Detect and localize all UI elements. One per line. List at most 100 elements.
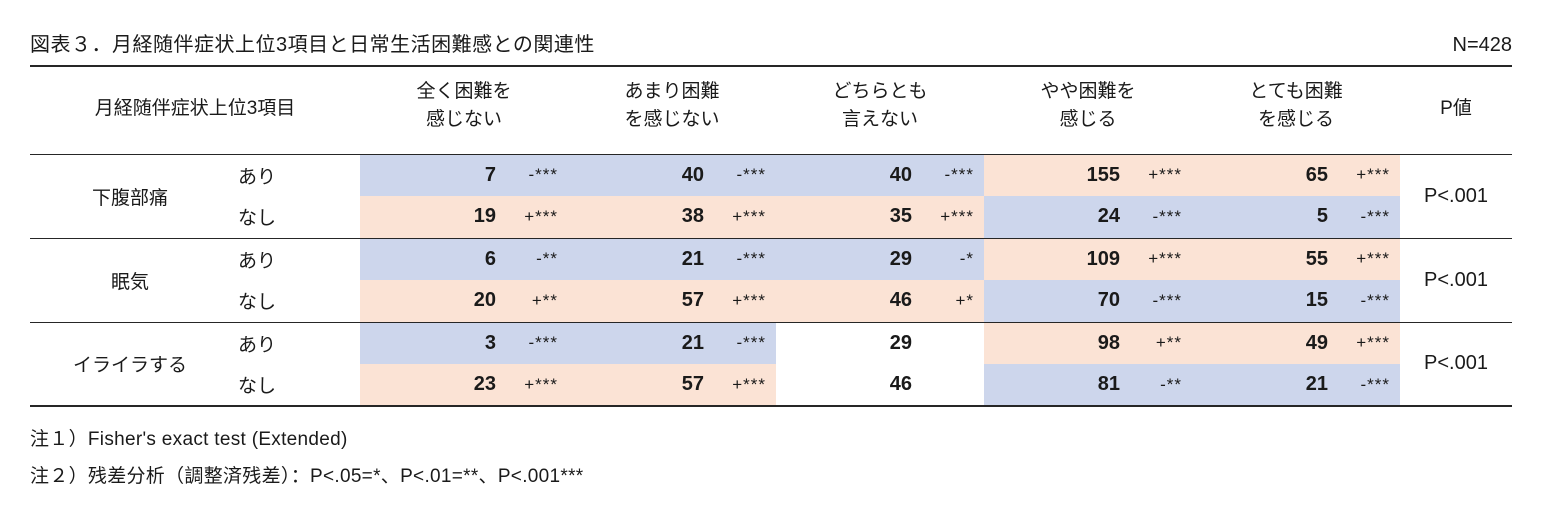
cell-count: 55: [1305, 247, 1329, 270]
cell-count: 40: [681, 163, 705, 186]
table-row: なし 20 +** 57 +*** 46 +* 70 -*** 15 -***: [30, 280, 1512, 322]
value-cell: 24 -***: [984, 196, 1193, 238]
sample-size: N=428: [1452, 34, 1513, 56]
value-cell: 70 -***: [984, 280, 1193, 322]
cell-count: 38: [681, 205, 705, 228]
symptom-label: 眠気: [30, 237, 230, 322]
header-row: 月経随伴症状上位3項目 全く困難を 感じない あまり困難 を感じない どちらとも…: [30, 66, 1513, 155]
table-row: なし 19 +*** 38 +*** 35 +*** 24 -*** 5 -***: [30, 196, 1512, 238]
figure-header: 図表３．月経随伴症状上位3項目と日常生活困難感との関連性 N=428: [30, 28, 1512, 57]
column-header-category-4: やや困難を 感じる: [984, 66, 1193, 155]
value-cell: 49 +***: [1192, 321, 1401, 364]
table-row: なし 23 +*** 57 +*** 46 81 -** 21 -***: [30, 364, 1512, 406]
cell-residual-mark: +**: [531, 290, 559, 310]
cell-residual-mark: -***: [528, 333, 559, 353]
cell-residual-mark: -***: [736, 249, 767, 269]
value-cell: 29: [776, 321, 985, 364]
cell-residual-mark: +***: [1148, 165, 1183, 185]
cell-count: 57: [681, 289, 705, 312]
value-cell: 20 +**: [360, 280, 569, 322]
cell-count: 35: [889, 205, 913, 228]
cell-residual-mark: -*: [959, 249, 975, 269]
value-cell: 19 +***: [360, 196, 569, 238]
table-row: 眠気 あり 6 -** 21 -*** 29 -* 109 +*** 55 +*** P<…: [30, 237, 1513, 322]
value-cell: 35 +***: [776, 196, 985, 238]
cell-count: 21: [1305, 373, 1329, 396]
symptom-label: イライラする: [30, 321, 230, 406]
cell-residual-mark: +***: [732, 206, 767, 226]
value-cell: 57 +***: [568, 364, 777, 406]
p-value: P<.001: [1400, 153, 1513, 238]
cell-residual-mark: +*: [955, 290, 975, 310]
column-header-category-1: 全く困難を 感じない: [360, 66, 569, 155]
cell-residual-mark: +***: [1148, 249, 1183, 269]
symptom-group-sleepiness: 眠気 あり 6 -** 21 -*** 29 -* 109 +*** 55 +*** P<…: [30, 237, 1513, 322]
cell-count: 65: [1305, 163, 1329, 186]
cell-residual-mark: +***: [732, 374, 767, 394]
value-cell: 46: [776, 364, 984, 406]
cell-count: 98: [1097, 331, 1121, 354]
cell-count: 109: [1086, 247, 1121, 270]
symptom-group-abdominal-pain: 下腹部痛 あり 7 -*** 40 -*** 40 -*** 155 +*** 65 +*…: [30, 153, 1513, 238]
column-header-category-3: どちらとも 言えない: [776, 66, 985, 155]
presence-label: なし: [238, 376, 277, 397]
value-cell: 155 +***: [984, 153, 1193, 196]
p-value: P<.001: [1400, 237, 1513, 322]
cell-count: 21: [681, 247, 705, 270]
presence-label: あり: [230, 237, 361, 280]
presence-label: あり: [230, 321, 361, 364]
cell-count: 29: [889, 247, 913, 270]
presence-label: あり: [230, 153, 361, 196]
presence-label: なし: [238, 292, 277, 314]
value-cell: 29 -*: [776, 237, 985, 280]
note-residual-analysis: 注２）残差分析（調整済残差）：P<.05=*、P<.01=**、P<.001**…: [30, 466, 584, 487]
cell-residual-mark: +***: [1356, 333, 1391, 353]
cell-count: 15: [1305, 289, 1329, 312]
cell-residual-mark: +***: [1356, 165, 1391, 185]
footnotes: 注１）Fisher's exact test (Extended) 注２）残差分…: [30, 421, 1567, 495]
cell-count: 155: [1086, 163, 1121, 186]
value-cell: 46 +*: [776, 280, 985, 322]
cell-count: 7: [484, 163, 497, 186]
value-cell: 6 -**: [360, 237, 569, 280]
figure-page: 図表３．月経随伴症状上位3項目と日常生活困難感との関連性 N=428 月経随伴症…: [30, 28, 1567, 495]
symptom-label: 下腹部痛: [30, 153, 230, 238]
p-value: P<.001: [1400, 321, 1513, 406]
cell-count: 46: [889, 289, 913, 312]
value-cell: 40 -***: [776, 153, 985, 196]
cell-residual-mark: +***: [524, 206, 559, 226]
value-cell: 40 -***: [568, 153, 777, 196]
cell-residual-mark: -***: [528, 165, 559, 185]
cell-count: 57: [681, 373, 705, 396]
value-cell: 57 +***: [568, 280, 777, 322]
value-cell: 15 -***: [1192, 280, 1401, 322]
note-fisher-test: 注１）Fisher's exact test (Extended): [30, 429, 348, 450]
value-cell: 109 +***: [984, 237, 1193, 280]
table-row: イライラする あり 3 -*** 21 -*** 29 98 +** 49 +*** P…: [30, 321, 1513, 406]
cell-count: 81: [1097, 373, 1121, 396]
table-row: 下腹部痛 あり 7 -*** 40 -*** 40 -*** 155 +*** 65 +*…: [30, 153, 1513, 238]
cell-residual-mark: -***: [1360, 290, 1391, 310]
cell-residual-mark: -***: [944, 165, 975, 185]
column-header-category-2: あまり困難 を感じない: [568, 66, 777, 155]
cell-residual-mark: +***: [1356, 249, 1391, 269]
column-header-category-5: とても困難 を感じる: [1192, 66, 1401, 155]
cell-count: 3: [484, 331, 497, 354]
value-cell: 21 -***: [568, 237, 777, 280]
cell-residual-mark: -***: [1152, 206, 1183, 226]
cell-count: 70: [1097, 289, 1121, 312]
column-header-symptom: 月経随伴症状上位3項目: [30, 66, 361, 155]
cell-count: 40: [889, 163, 913, 186]
value-cell: 55 +***: [1192, 237, 1401, 280]
value-cell: 81 -**: [984, 364, 1193, 406]
value-cell: 21 -***: [568, 321, 777, 364]
cell-count: 5: [1316, 205, 1329, 228]
cell-residual-mark: +***: [732, 290, 767, 310]
results-table: 月経随伴症状上位3項目 全く困難を 感じない あまり困難 を感じない どちらとも…: [30, 65, 1513, 407]
value-cell: 5 -***: [1192, 196, 1401, 238]
cell-count: 21: [681, 331, 705, 354]
cell-count: 23: [473, 373, 497, 396]
value-cell: 38 +***: [568, 196, 777, 238]
value-cell: 7 -***: [360, 153, 569, 196]
cell-count: 24: [1097, 205, 1121, 228]
